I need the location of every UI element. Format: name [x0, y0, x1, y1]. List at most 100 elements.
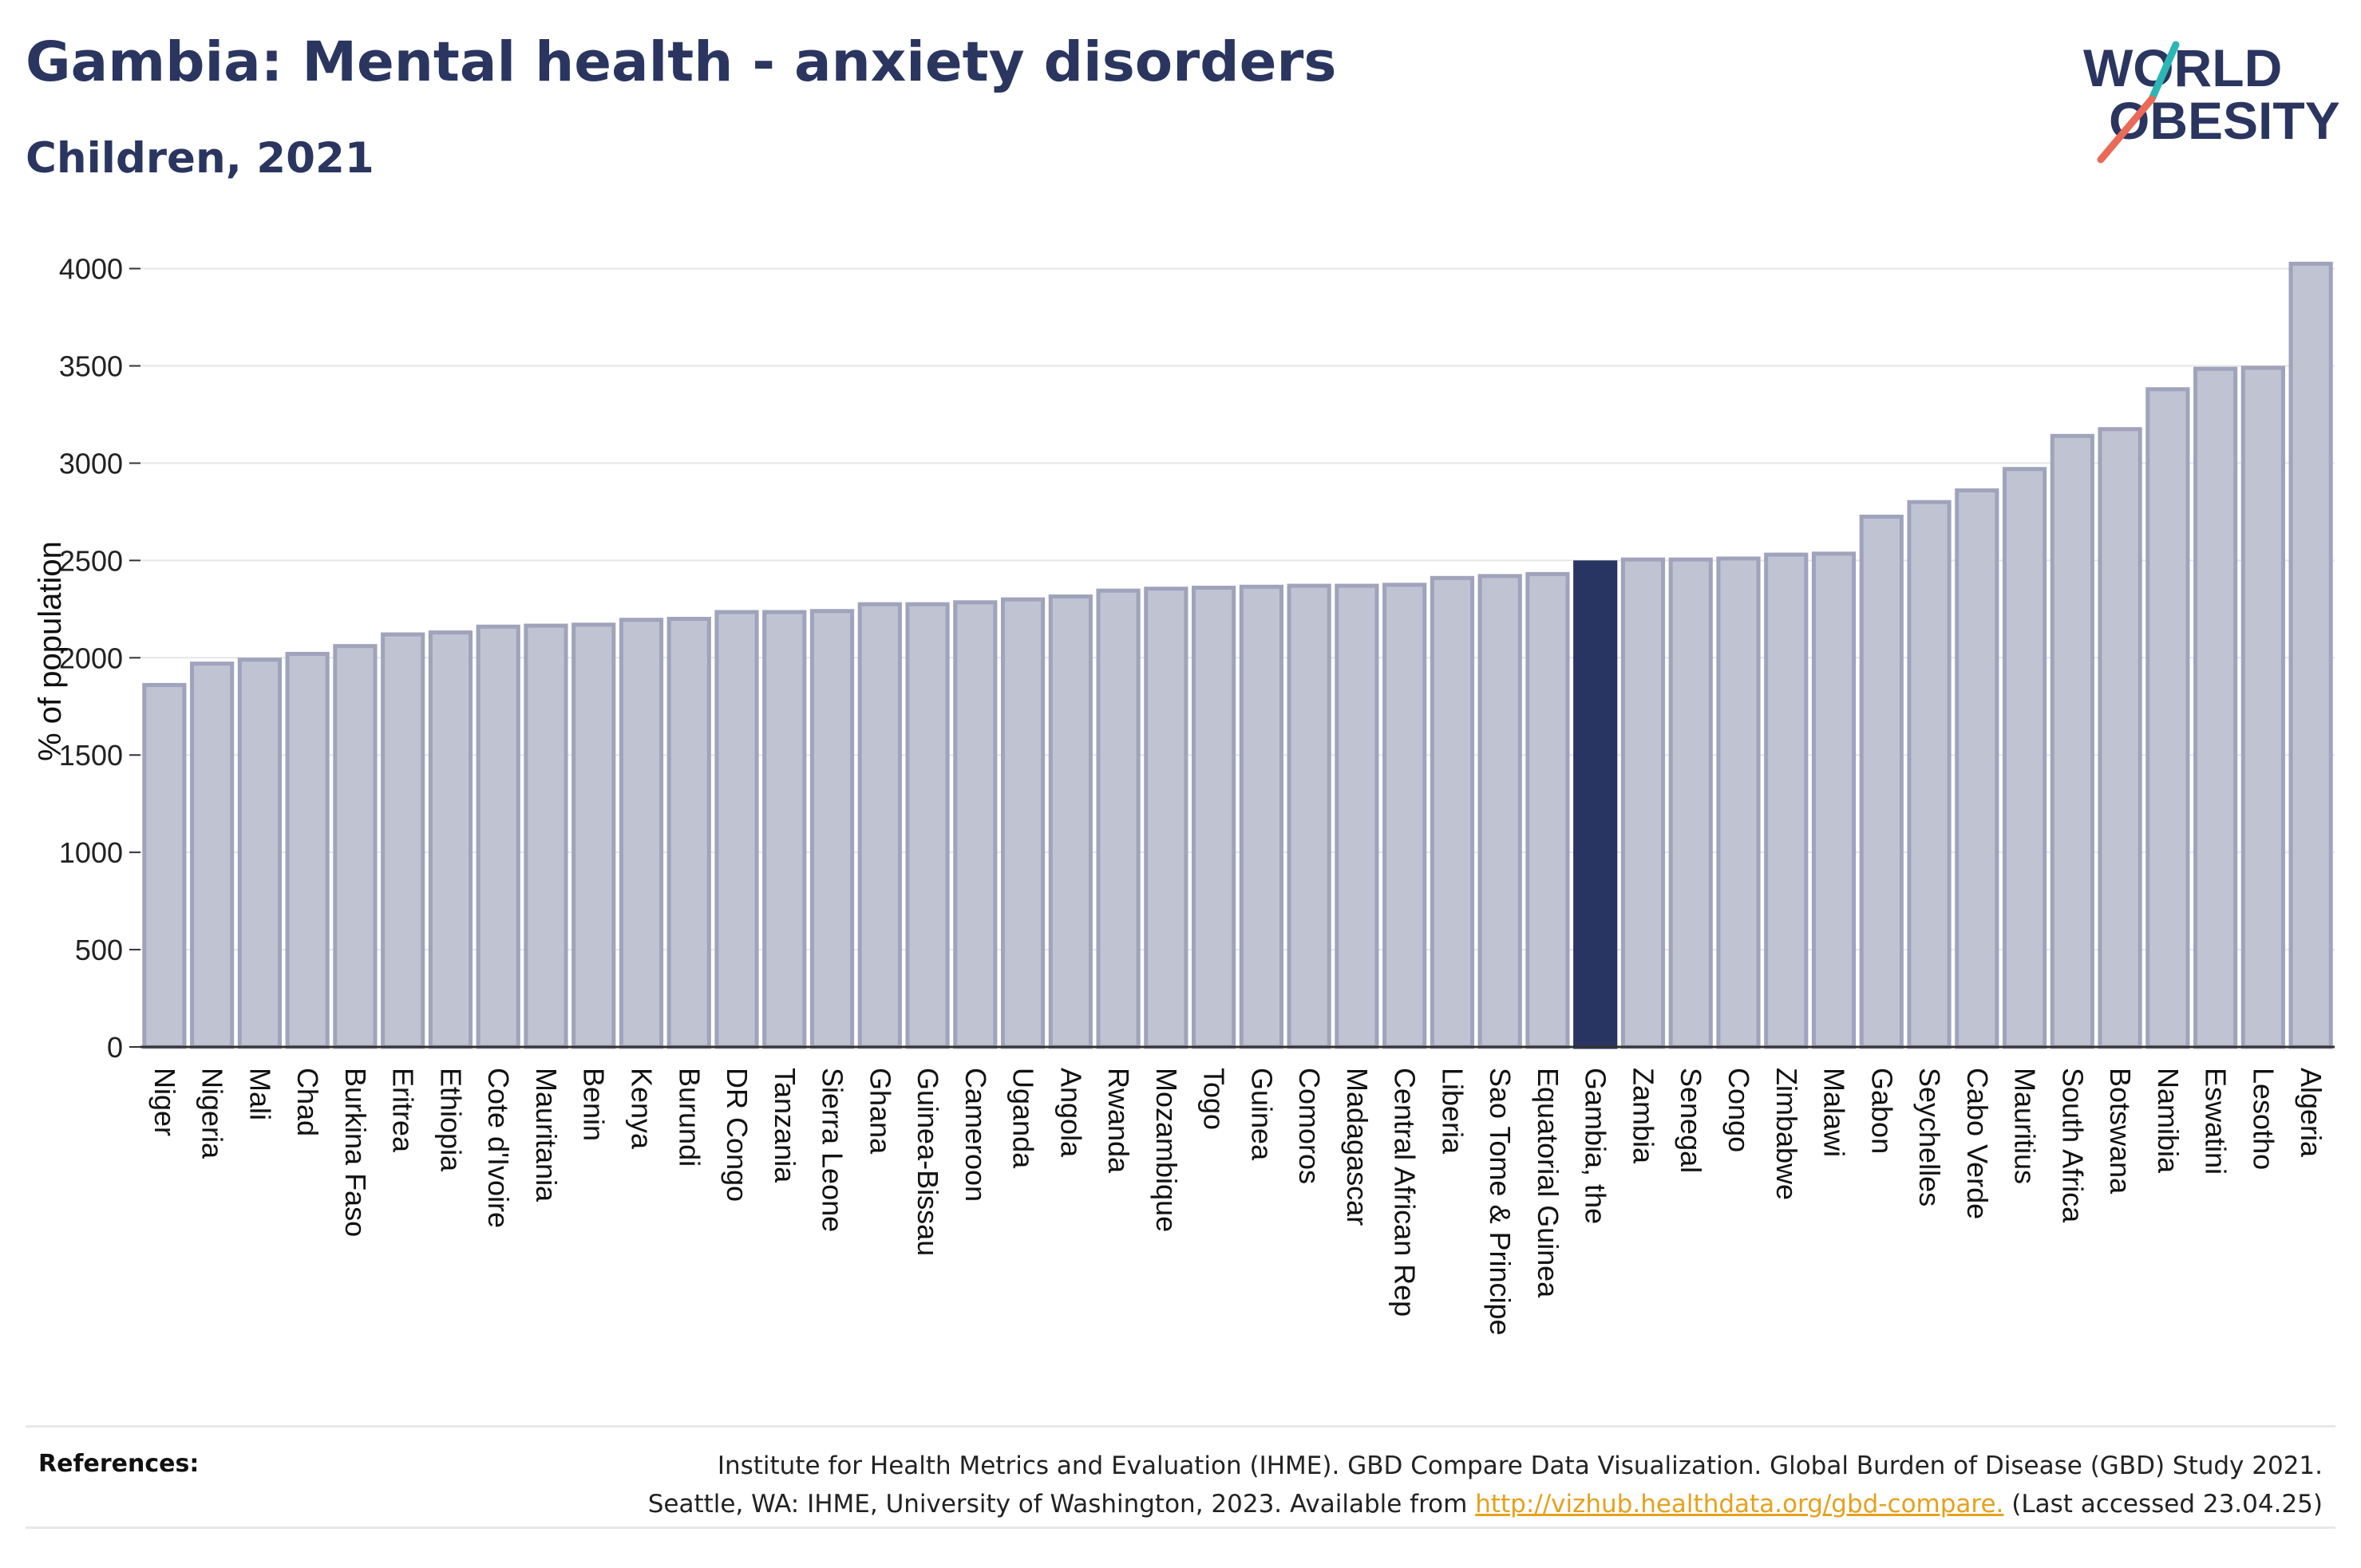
bar	[666, 617, 711, 1049]
x-tick-label: Central African Rep	[1389, 1068, 1422, 1317]
logo-slash-teal	[2148, 41, 2180, 103]
x-tick-label: Mozambique	[1150, 1068, 1183, 1232]
y-tick-label: 3000	[59, 447, 123, 480]
y-tick-label: 3500	[59, 350, 123, 383]
bar	[1048, 594, 1093, 1049]
y-tick-label: 2000	[59, 642, 123, 674]
x-tick-label: Uganda	[1007, 1068, 1040, 1169]
axes	[129, 267, 2335, 1049]
x-tick-label: Botswana	[2104, 1068, 2137, 1195]
x-tick-label: Gabon	[1865, 1068, 1898, 1154]
x-tick-label: Congo	[1722, 1068, 1755, 1152]
bar	[1907, 500, 1952, 1049]
bar	[285, 651, 330, 1049]
x-tick-label: DR Congo	[721, 1068, 753, 1202]
references-panel: References: Institute for Health Metrics…	[26, 1425, 2335, 1529]
bar	[1000, 597, 1046, 1049]
x-tick-label: Angola	[1054, 1068, 1087, 1158]
x-tick-label: Senegal	[1675, 1068, 1707, 1173]
world-obesity-logo: WORLD OBESITY	[2083, 40, 2339, 164]
x-tick-label: Nigeria	[196, 1068, 229, 1159]
references-label: References:	[38, 1450, 200, 1478]
x-tick-label: Rwanda	[1102, 1068, 1135, 1174]
bar	[1096, 588, 1141, 1049]
y-tick-label: 4000	[59, 253, 123, 286]
page-subtitle: Children, 2021	[26, 134, 374, 183]
tick-labels: 0 500 1000 1500 2000 2500 3000 3500 4000 % of pop…	[33, 253, 2327, 1336]
x-tick-label: Lesotho	[2247, 1068, 2280, 1170]
references-line-2: Seattle, WA: IHME, University of Washing…	[648, 1485, 2323, 1523]
bar	[2288, 261, 2333, 1049]
bar	[142, 682, 187, 1049]
x-tick-label: Comoros	[1293, 1068, 1326, 1184]
y-tick-label: 1000	[59, 836, 123, 869]
references-line-1: Institute for Health Metrics and Evaluat…	[717, 1451, 2323, 1480]
bar-chart: 0 500 1000 1500 2000 2500 3000 3500 4000 % of pop…	[33, 253, 2335, 1336]
bar	[1335, 583, 1379, 1049]
bar	[1764, 552, 1809, 1049]
x-tick-label: Chad	[291, 1068, 324, 1136]
bar	[2050, 433, 2094, 1049]
x-tick-label: Guinea-Bissau	[912, 1068, 944, 1256]
bar	[571, 622, 616, 1049]
x-tick-label: Cabo Verde	[1961, 1068, 1994, 1219]
bar	[524, 623, 568, 1049]
references-text: Institute for Health Metrics and Evaluat…	[648, 1447, 2323, 1523]
x-tick-label: Zimbabwe	[1770, 1068, 1803, 1200]
bar	[2240, 365, 2285, 1049]
x-tick-label: Equatorial Guinea	[1532, 1068, 1564, 1298]
bar	[1192, 586, 1236, 1049]
x-tick-label: Cote d'Ivoire	[482, 1068, 515, 1228]
x-tick-label: Eritrea	[387, 1068, 420, 1153]
bar	[237, 658, 283, 1049]
references-link[interactable]: http://vizhub.healthdata.org/gbd-compare…	[1475, 1490, 2004, 1519]
bar	[714, 610, 759, 1049]
x-tick-label: Ghana	[864, 1068, 896, 1155]
bar	[1811, 551, 1857, 1049]
bar	[1382, 583, 1427, 1049]
bars	[142, 261, 2333, 1049]
y-tick-label: 500	[75, 934, 123, 966]
x-tick-label: Benin	[578, 1068, 611, 1141]
x-tick-label: Togo	[1198, 1068, 1231, 1130]
x-tick-label: Namibia	[2152, 1068, 2185, 1174]
page-title: Gambia: Mental health - anxiety disorder…	[26, 30, 1337, 94]
x-tick-label: Algeria	[2295, 1068, 2327, 1158]
x-tick-label: South Africa	[2056, 1068, 2089, 1223]
x-tick-label: Gambia, the	[1580, 1068, 1612, 1224]
bar	[428, 630, 473, 1049]
bar	[1525, 571, 1570, 1049]
x-tick-label: Zambia	[1627, 1068, 1659, 1164]
references-line-2-prefix: Seattle, WA: IHME, University of Washing…	[647, 1490, 1468, 1519]
logo-text-world: WORLD	[2083, 40, 2282, 97]
bar	[762, 610, 807, 1049]
bar	[1716, 556, 1761, 1049]
bar	[1287, 583, 1331, 1049]
x-tick-label: Niger	[148, 1068, 181, 1136]
bar	[2145, 387, 2190, 1049]
bar	[190, 662, 235, 1049]
bar	[953, 600, 998, 1049]
y-axis-title: % of population	[33, 541, 68, 761]
x-tick-label: Madagascar	[1341, 1068, 1374, 1226]
bar	[905, 602, 950, 1049]
x-tick-label: Mauritius	[2009, 1068, 2042, 1184]
logo-slash-coral	[2097, 95, 2156, 164]
bar	[809, 609, 855, 1049]
bar	[2098, 427, 2142, 1049]
x-tick-label: Sao Tome & Principe	[1484, 1068, 1517, 1336]
x-tick-label: Kenya	[625, 1068, 658, 1150]
bar	[2002, 467, 2047, 1049]
bar	[857, 602, 902, 1049]
bar	[476, 624, 520, 1049]
bar	[1430, 575, 1475, 1049]
bar	[381, 632, 425, 1049]
x-tick-label: Guinea	[1245, 1068, 1278, 1161]
bar	[1668, 557, 1713, 1049]
bar	[619, 618, 664, 1049]
bar	[1620, 557, 1666, 1049]
bar	[1144, 587, 1188, 1049]
x-tick-label: Mali	[243, 1068, 276, 1120]
bar	[2193, 366, 2238, 1049]
x-tick-label: Malawi	[1818, 1068, 1851, 1157]
